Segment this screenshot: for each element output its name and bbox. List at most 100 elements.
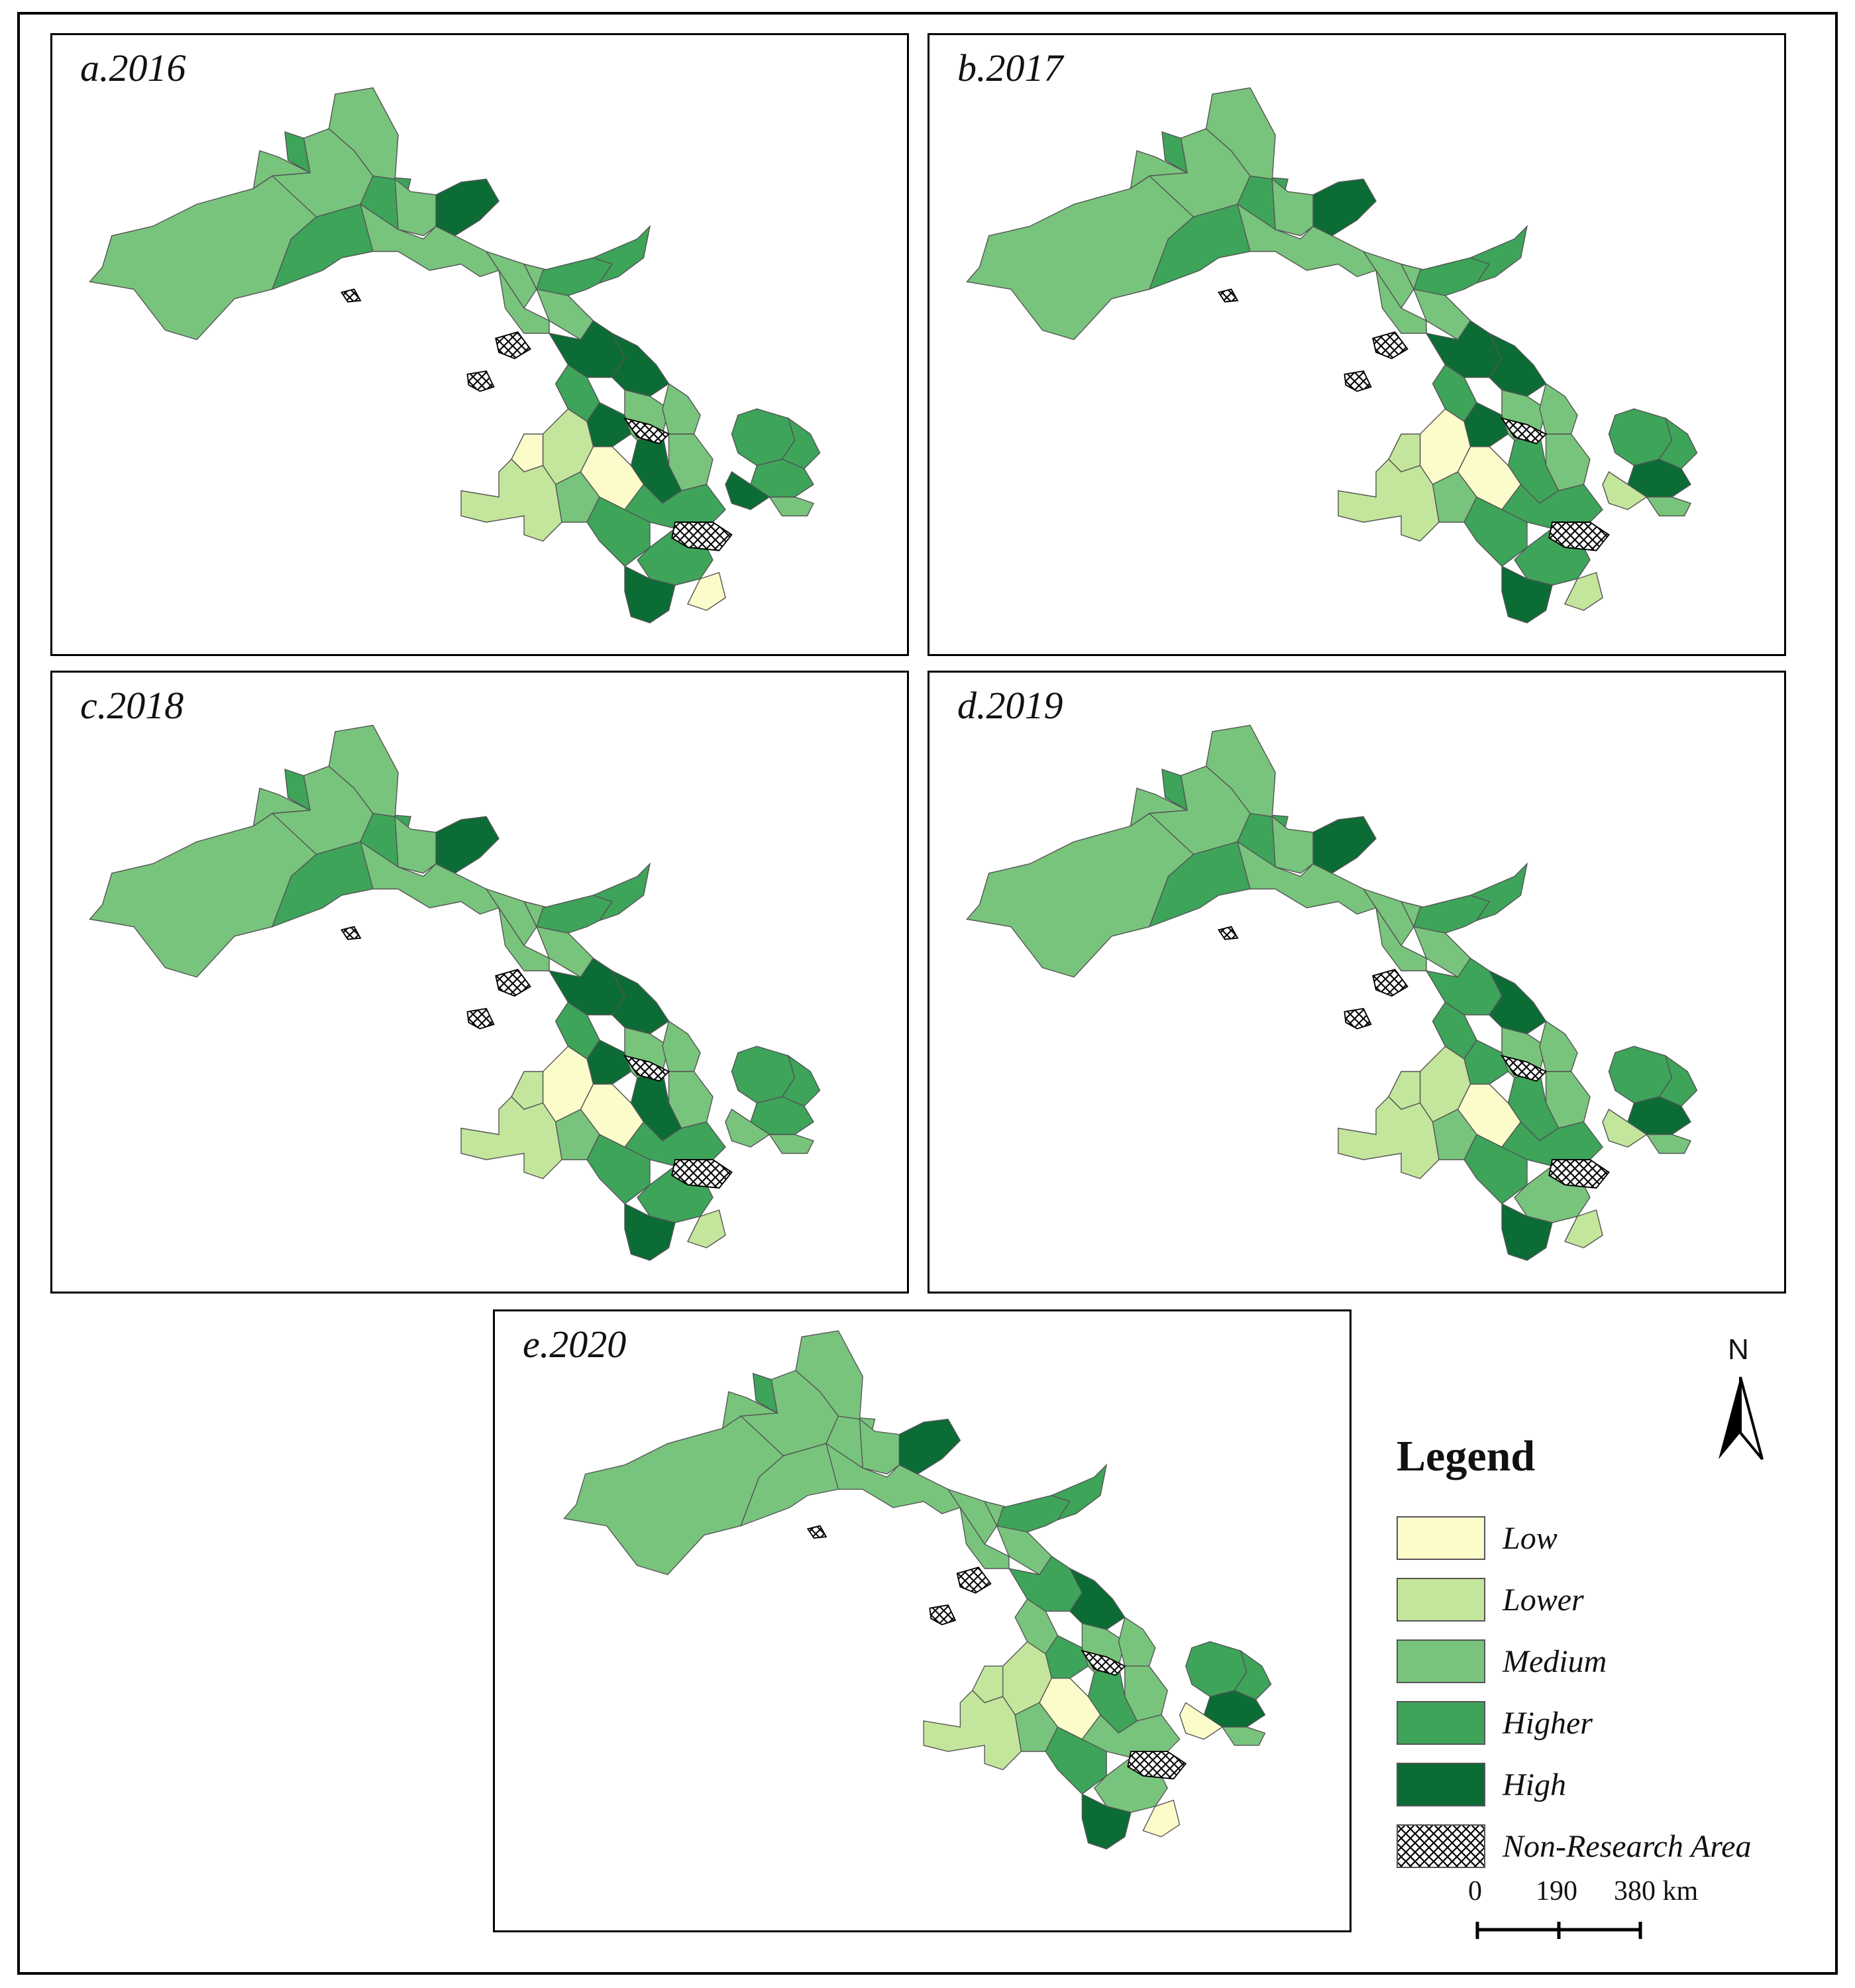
non-research-area [1372,969,1408,997]
non-research-area [340,288,362,303]
county-region [284,131,311,174]
north-label: N [1728,1333,1749,1366]
county-region [1539,1020,1578,1072]
county-region [1312,178,1377,237]
north-arrow: N [1711,1333,1770,1466]
county-region [1501,1203,1553,1261]
non-research-area [1548,522,1610,551]
county-region [624,1203,676,1261]
panel-title: a.2016 [80,46,186,89]
county-region [966,172,1194,341]
county-region [1221,1726,1266,1746]
non-research-area [623,1054,670,1082]
county-region [662,382,701,435]
county-region [328,87,399,180]
county-region [1118,1616,1156,1667]
county-region [795,1330,863,1420]
county-region [1142,1799,1181,1838]
county-region [1501,1121,1603,1167]
map-2020 [563,1330,1272,1850]
county-region [435,178,500,237]
non-research-area [1344,370,1372,392]
legend-item-non-research: Non-Research Area [1397,1824,1794,1871]
county-region [1362,250,1414,309]
county-region [1469,225,1528,284]
county-region [1564,572,1603,611]
county-region [623,483,726,529]
non-research-area [1217,288,1239,303]
county-region [592,225,651,284]
legend-label: Lower [1503,1582,1584,1618]
county-region [1130,150,1189,190]
county-region [1130,787,1189,828]
county-region [252,787,312,828]
county-region [1362,888,1414,947]
legend-item-high: High [1397,1763,1794,1809]
county-region [1488,332,1547,397]
county-region [460,458,562,542]
non-research-area [671,522,733,551]
county-region [563,1412,784,1575]
county-region [284,768,311,812]
scale-tick-0: 0 [1468,1876,1482,1906]
legend-label: Medium [1503,1644,1607,1679]
county-region [485,888,537,947]
county-region [768,496,815,517]
legend-swatch-higher [1397,1701,1485,1745]
legend-label: Non-Research Area [1503,1829,1752,1864]
scale-bar: 0 190 380 km [1458,1875,1698,1955]
legend-swatch-low [1397,1516,1485,1560]
panel-title: d.2019 [957,684,1063,727]
county-region [1161,768,1188,812]
county-region [611,969,670,1034]
non-research-area [495,969,531,997]
county-region [923,1690,1022,1771]
county-region [1646,1134,1692,1154]
map-panel-2019: d.2019 [928,671,1786,1294]
county-region [536,257,613,296]
non-research-area [340,926,362,940]
non-research-area [1127,1751,1187,1780]
legend-swatch-medium [1397,1639,1485,1683]
county-region [1081,1714,1181,1758]
county-region [996,1494,1071,1533]
map-2018 [89,724,821,1261]
legend-label: Higher [1503,1706,1593,1741]
county-region [1205,87,1276,180]
map-panel-2020: e.2020 [493,1309,1352,1932]
map-panel-2017: b.2017 [928,33,1786,656]
county-region [752,1372,778,1414]
county-region [725,470,770,510]
north-arrow-icon [1719,1376,1764,1461]
legend-item-low: Low [1397,1516,1794,1563]
legend-title: Legend [1397,1432,1536,1480]
scale-tick-380: 380 km [1614,1876,1699,1906]
non-research-area [1500,417,1548,445]
legend-label: High [1503,1767,1566,1802]
county-region [252,150,312,190]
non-research-area [495,331,531,360]
non-research-area [1372,331,1408,360]
county-region [1205,724,1276,818]
legend-item-higher: Higher [1397,1701,1794,1747]
county-region [1501,565,1553,624]
map-panel-2016: a.2016 [50,33,909,656]
county-region [435,816,500,874]
non-research-area [1500,1054,1548,1082]
non-research-area [1344,1007,1372,1030]
county-region [1312,816,1377,874]
county-region [1469,862,1528,922]
county-region [947,1488,998,1545]
county-region [686,572,726,611]
county-region [1413,895,1491,934]
panel-title: b.2017 [957,46,1063,89]
panel-title: c.2018 [80,684,184,727]
county-region [1564,1209,1603,1248]
county-region [768,1134,815,1154]
county-region [1602,1108,1648,1148]
non-research-area [671,1159,733,1189]
non-research-area [929,1604,957,1626]
legend-item-lower: Lower [1397,1578,1794,1624]
scale-tick-190: 190 [1536,1876,1577,1906]
legend-swatch-non-research [1397,1824,1485,1868]
